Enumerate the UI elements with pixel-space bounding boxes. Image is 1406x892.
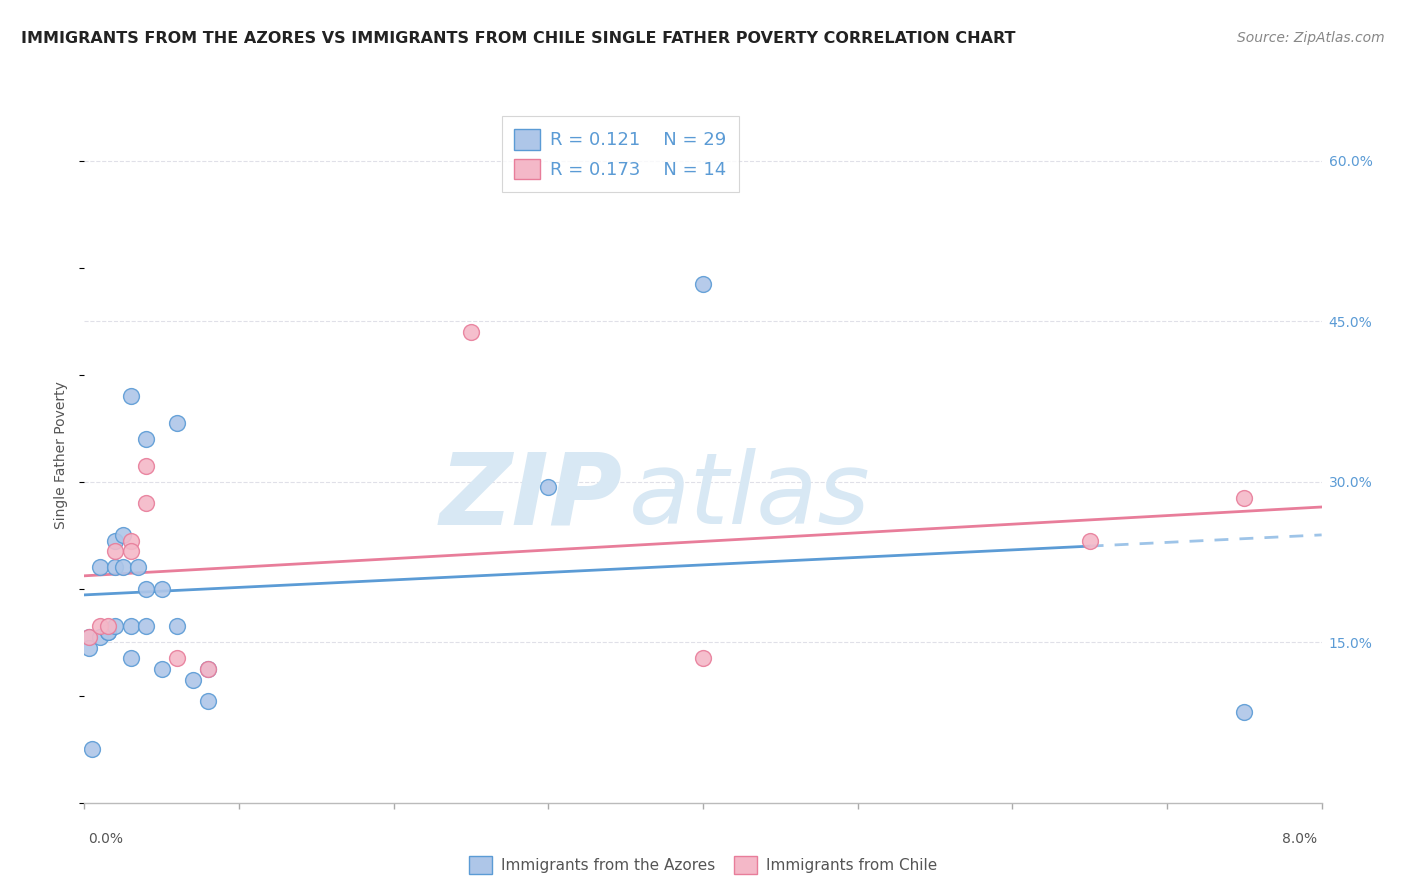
Point bbox=[166, 651, 188, 665]
Point bbox=[1078, 533, 1101, 548]
Point bbox=[89, 619, 111, 633]
Point bbox=[77, 630, 100, 644]
Point bbox=[166, 416, 188, 430]
Point bbox=[77, 640, 100, 655]
Point bbox=[135, 432, 157, 446]
Point bbox=[112, 560, 135, 574]
Point bbox=[1233, 491, 1256, 505]
Point bbox=[692, 651, 714, 665]
Legend: Immigrants from the Azores, Immigrants from Chile: Immigrants from the Azores, Immigrants f… bbox=[463, 850, 943, 880]
Point bbox=[120, 389, 142, 403]
Text: atlas: atlas bbox=[628, 448, 870, 545]
Point bbox=[135, 496, 157, 510]
Point bbox=[120, 619, 142, 633]
Point bbox=[96, 624, 120, 639]
Y-axis label: Single Father Poverty: Single Father Poverty bbox=[55, 381, 69, 529]
Text: 8.0%: 8.0% bbox=[1282, 832, 1317, 846]
Point bbox=[1233, 705, 1256, 719]
Point bbox=[104, 533, 127, 548]
Point bbox=[166, 619, 188, 633]
Point bbox=[120, 533, 142, 548]
Point bbox=[77, 630, 100, 644]
Point bbox=[197, 662, 219, 676]
Point bbox=[135, 619, 157, 633]
Point bbox=[104, 544, 127, 558]
Point bbox=[120, 651, 142, 665]
Point bbox=[150, 582, 173, 596]
Point bbox=[96, 619, 120, 633]
Point bbox=[104, 619, 127, 633]
Point bbox=[197, 694, 219, 708]
Point bbox=[89, 560, 111, 574]
Legend: R = 0.121    N = 29, R = 0.173    N = 14: R = 0.121 N = 29, R = 0.173 N = 14 bbox=[502, 116, 740, 192]
Text: ZIP: ZIP bbox=[440, 448, 623, 545]
Point bbox=[692, 277, 714, 291]
Point bbox=[96, 624, 120, 639]
Point bbox=[89, 630, 111, 644]
Point bbox=[112, 528, 135, 542]
Point bbox=[104, 560, 127, 574]
Text: 0.0%: 0.0% bbox=[89, 832, 124, 846]
Point bbox=[135, 458, 157, 473]
Point bbox=[181, 673, 204, 687]
Point bbox=[135, 582, 157, 596]
Point bbox=[120, 544, 142, 558]
Point bbox=[460, 325, 482, 339]
Text: IMMIGRANTS FROM THE AZORES VS IMMIGRANTS FROM CHILE SINGLE FATHER POVERTY CORREL: IMMIGRANTS FROM THE AZORES VS IMMIGRANTS… bbox=[21, 31, 1015, 46]
Point bbox=[128, 560, 150, 574]
Point bbox=[537, 480, 560, 494]
Point bbox=[197, 662, 219, 676]
Point bbox=[82, 742, 104, 756]
Text: Source: ZipAtlas.com: Source: ZipAtlas.com bbox=[1237, 31, 1385, 45]
Point bbox=[150, 662, 173, 676]
